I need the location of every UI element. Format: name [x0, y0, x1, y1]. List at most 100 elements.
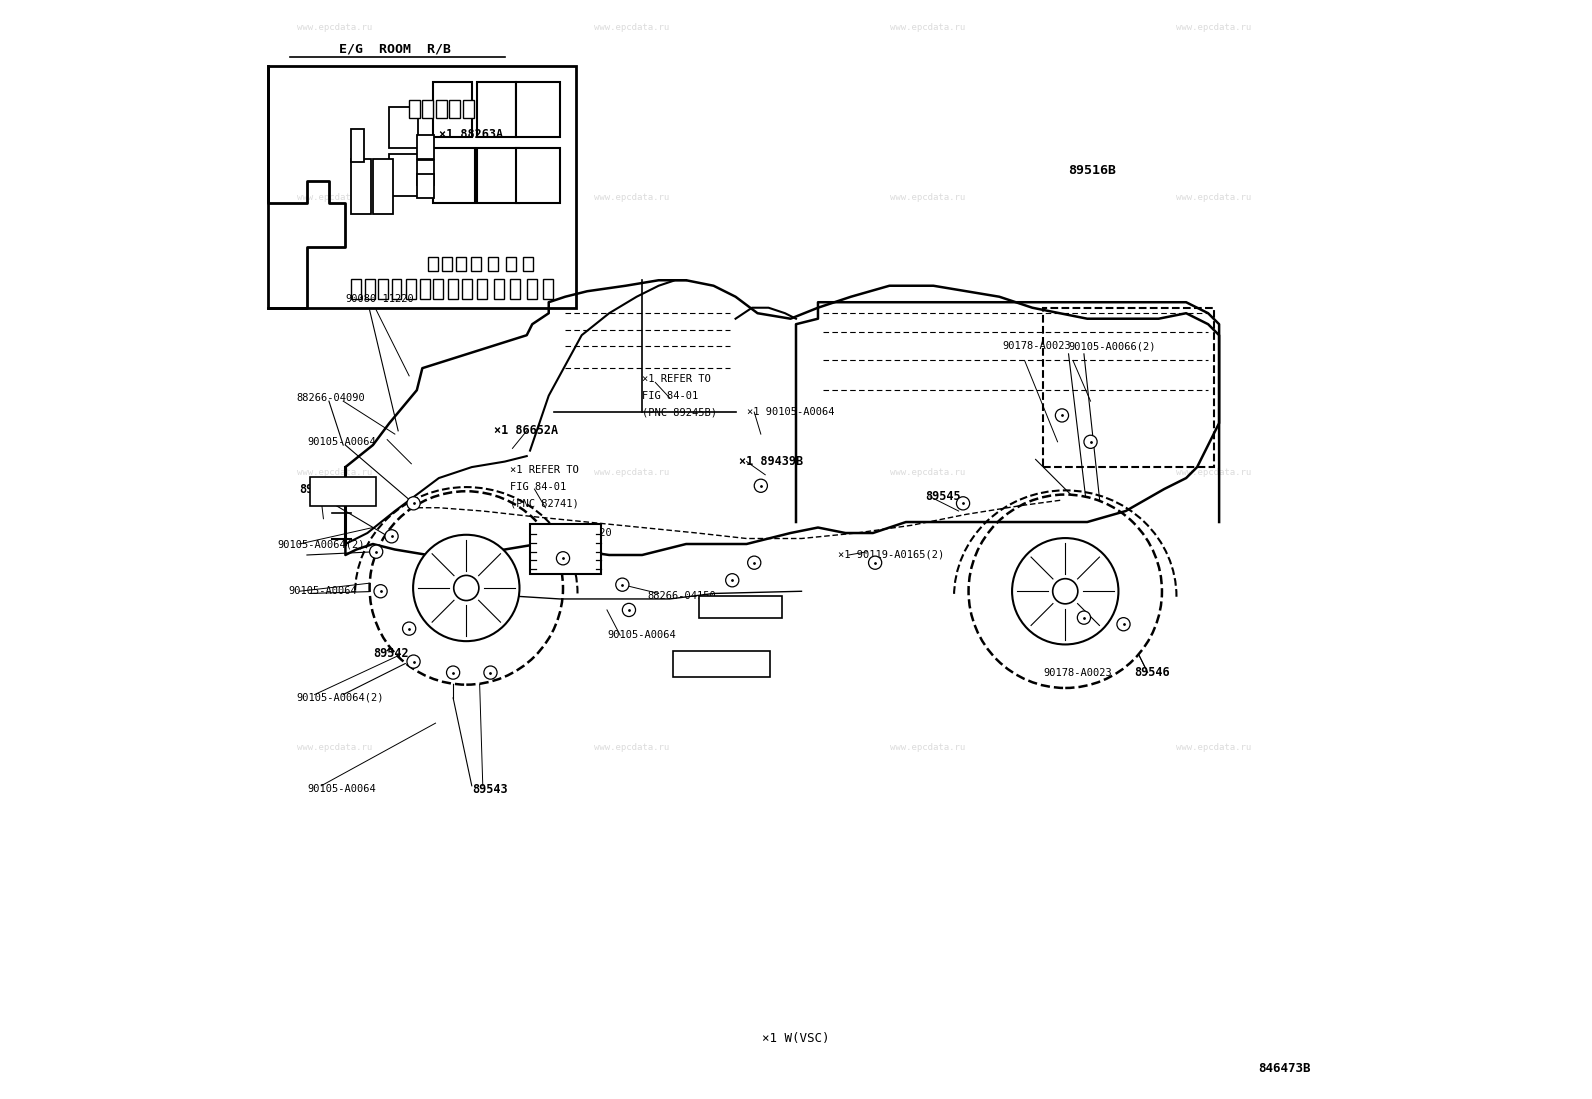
- Text: ×1 89183A: ×1 89183A: [699, 601, 756, 612]
- Text: www.epcdata.ru: www.epcdata.ru: [890, 743, 965, 752]
- Circle shape: [755, 479, 767, 492]
- Text: 89516B: 89516B: [1068, 164, 1116, 177]
- Circle shape: [1078, 611, 1091, 624]
- Bar: [433, 148, 474, 203]
- Bar: [478, 148, 519, 203]
- Text: 90105-A0064: 90105-A0064: [607, 630, 675, 641]
- Circle shape: [369, 545, 382, 558]
- Circle shape: [454, 576, 479, 600]
- Bar: [506, 257, 516, 271]
- Bar: [443, 257, 452, 271]
- Bar: [390, 154, 419, 196]
- Text: ×1 REFER TO: ×1 REFER TO: [511, 465, 579, 476]
- Text: 89516: 89516: [710, 655, 747, 668]
- Bar: [462, 279, 471, 299]
- Text: www.epcdata.ru: www.epcdata.ru: [594, 193, 669, 202]
- Bar: [350, 279, 361, 299]
- Text: www.epcdata.ru: www.epcdata.ru: [1176, 193, 1251, 202]
- Circle shape: [403, 622, 416, 635]
- Text: 89542: 89542: [373, 647, 409, 660]
- Circle shape: [385, 530, 398, 543]
- Text: 90105-A0064(2): 90105-A0064(2): [296, 692, 384, 703]
- Circle shape: [412, 535, 519, 641]
- Text: www.epcdata.ru: www.epcdata.ru: [594, 23, 669, 32]
- Text: www.epcdata.ru: www.epcdata.ru: [296, 743, 373, 752]
- Bar: [478, 279, 487, 299]
- Text: 88266-04150: 88266-04150: [648, 590, 716, 601]
- Circle shape: [1013, 539, 1119, 644]
- Bar: [365, 279, 376, 299]
- Text: 89543: 89543: [471, 782, 508, 796]
- Bar: [417, 160, 435, 185]
- Circle shape: [869, 556, 882, 569]
- Circle shape: [446, 666, 460, 679]
- Bar: [516, 82, 560, 137]
- Text: www.epcdata.ru: www.epcdata.ru: [296, 193, 373, 202]
- Text: 89545: 89545: [925, 490, 962, 503]
- Bar: [673, 651, 769, 677]
- Circle shape: [484, 666, 497, 679]
- Circle shape: [1084, 435, 1097, 448]
- Circle shape: [1118, 618, 1130, 631]
- Text: www.epcdata.ru: www.epcdata.ru: [296, 23, 373, 32]
- Bar: [489, 257, 498, 271]
- Text: 90080-11220: 90080-11220: [345, 293, 414, 304]
- Bar: [428, 257, 438, 271]
- Text: (PNC 89245B): (PNC 89245B): [642, 407, 716, 418]
- Text: 89546: 89546: [1135, 666, 1170, 679]
- Bar: [373, 159, 393, 214]
- Circle shape: [968, 495, 1162, 688]
- Bar: [527, 279, 537, 299]
- Text: ×1 REFER TO: ×1 REFER TO: [642, 374, 712, 385]
- Circle shape: [1052, 579, 1078, 603]
- Bar: [463, 100, 474, 118]
- Text: www.epcdata.ru: www.epcdata.ru: [1176, 743, 1251, 752]
- Bar: [516, 148, 560, 203]
- Text: 90178-A0023: 90178-A0023: [1003, 341, 1071, 352]
- Text: www.epcdata.ru: www.epcdata.ru: [594, 743, 669, 752]
- Text: 90105-A0064(2): 90105-A0064(2): [277, 539, 365, 550]
- Text: www.epcdata.ru: www.epcdata.ru: [890, 193, 965, 202]
- Bar: [699, 596, 782, 618]
- Circle shape: [726, 574, 739, 587]
- Circle shape: [369, 491, 564, 685]
- Text: 90105-A0066(2): 90105-A0066(2): [1068, 341, 1156, 352]
- Text: www.epcdata.ru: www.epcdata.ru: [890, 23, 965, 32]
- Circle shape: [748, 556, 761, 569]
- Bar: [436, 100, 446, 118]
- Text: FIG 84-01: FIG 84-01: [642, 390, 699, 401]
- Bar: [310, 477, 376, 506]
- Text: ×1 86652A: ×1 86652A: [494, 424, 557, 437]
- Text: ×1 88263A: ×1 88263A: [439, 127, 503, 141]
- Text: 89516: 89516: [299, 482, 334, 496]
- Text: FIG 84-01: FIG 84-01: [511, 481, 567, 492]
- Bar: [449, 100, 460, 118]
- Bar: [478, 82, 516, 137]
- Bar: [457, 257, 466, 271]
- Text: 90080-11220: 90080-11220: [543, 528, 611, 539]
- Text: ×1 90119-A0165(2): ×1 90119-A0165(2): [837, 550, 944, 560]
- Text: www.epcdata.ru: www.epcdata.ru: [890, 468, 965, 477]
- Text: www.epcdata.ru: www.epcdata.ru: [1176, 468, 1251, 477]
- Bar: [511, 279, 521, 299]
- Text: www.epcdata.ru: www.epcdata.ru: [594, 468, 669, 477]
- Text: 846473B: 846473B: [1258, 1062, 1310, 1075]
- Text: 90178-A0023: 90178-A0023: [1043, 667, 1113, 678]
- Circle shape: [622, 603, 635, 617]
- Circle shape: [408, 655, 420, 668]
- Text: www.epcdata.ru: www.epcdata.ru: [296, 468, 373, 477]
- Bar: [494, 279, 503, 299]
- Circle shape: [957, 497, 970, 510]
- Bar: [530, 524, 602, 574]
- Bar: [417, 174, 435, 198]
- Text: ×1 90105-A0064: ×1 90105-A0064: [747, 407, 834, 418]
- Bar: [392, 279, 401, 299]
- Bar: [433, 82, 471, 137]
- Bar: [543, 279, 552, 299]
- Bar: [406, 279, 416, 299]
- Circle shape: [408, 497, 420, 510]
- Bar: [447, 279, 457, 299]
- Bar: [1043, 308, 1213, 467]
- Bar: [417, 135, 435, 159]
- Bar: [524, 257, 533, 271]
